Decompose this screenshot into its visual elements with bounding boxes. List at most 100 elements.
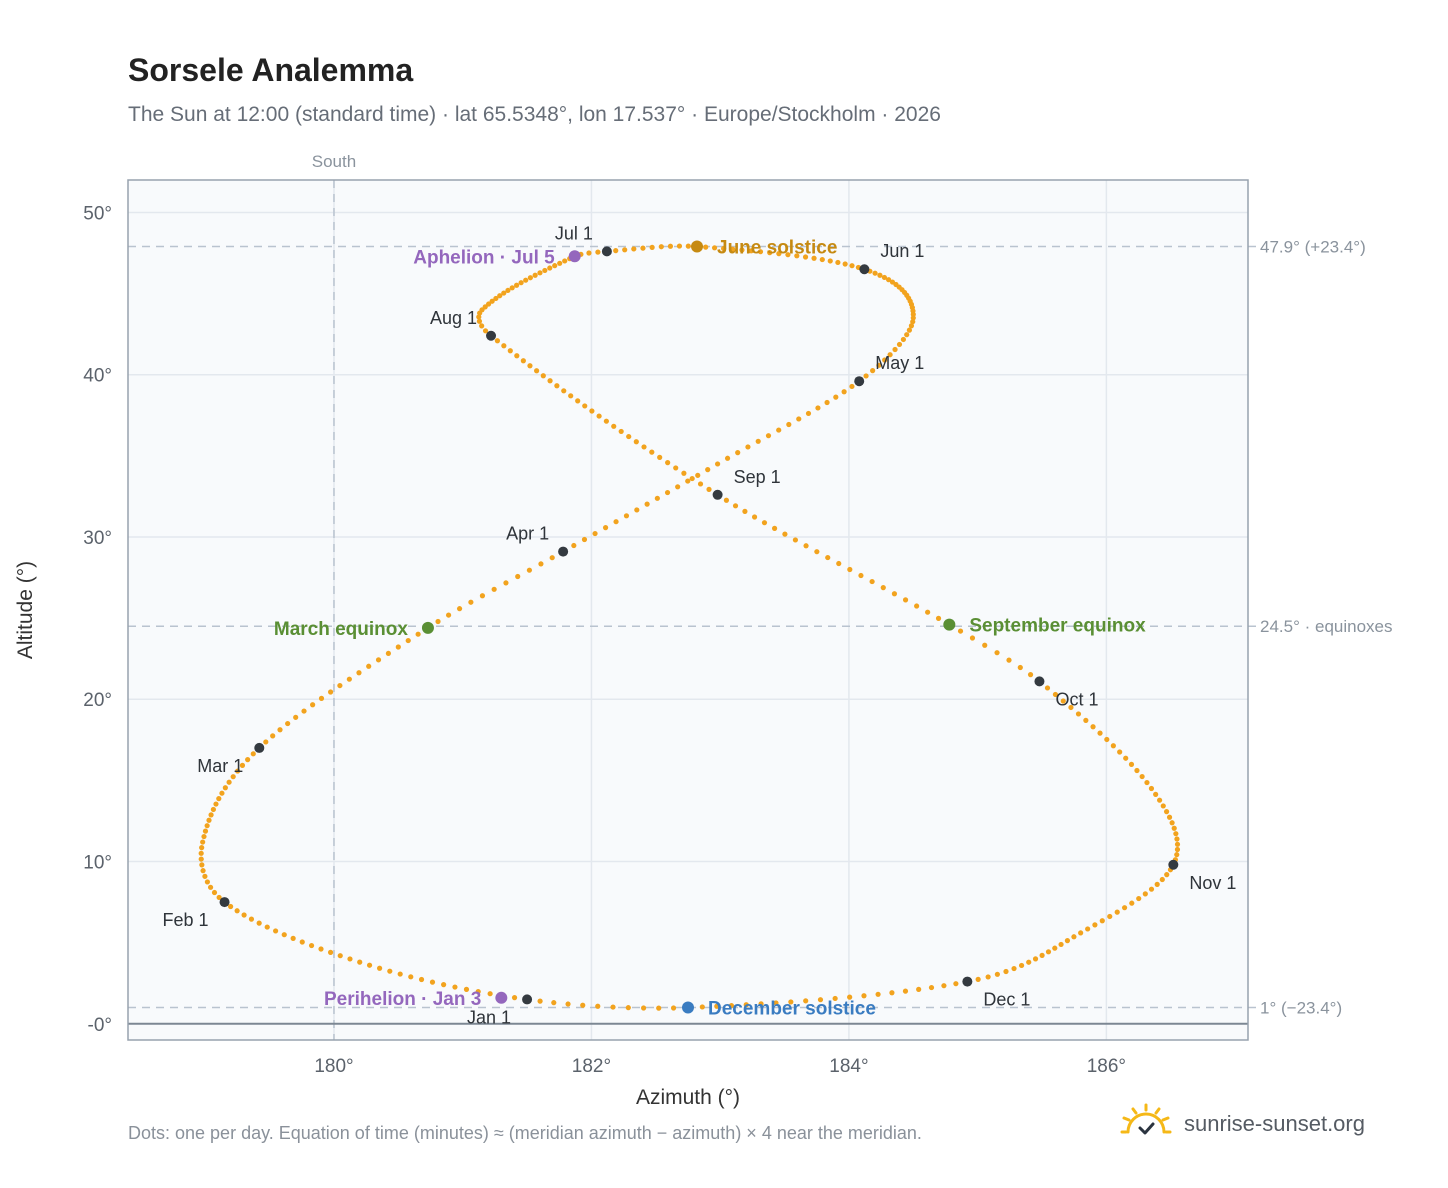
day-dot (234, 908, 240, 914)
analemma-path (198, 243, 1181, 1011)
day-dot (819, 256, 825, 263)
day-dot (814, 549, 820, 555)
day-dot (863, 373, 869, 379)
day-dot (847, 994, 853, 1000)
day-dot (589, 408, 595, 414)
day-dot (685, 243, 691, 249)
day-dot (613, 519, 619, 525)
day-dot (904, 332, 910, 338)
day-dot (1068, 704, 1074, 711)
day-dot (1148, 785, 1155, 792)
day-dot (1129, 900, 1135, 906)
day-dot (239, 762, 246, 768)
day-dot (880, 585, 886, 591)
day-dot (1160, 803, 1166, 809)
brand[interactable]: sunrise-sunset.org (1120, 1102, 1365, 1146)
day-dot (452, 984, 458, 990)
y-tick-label: 20° (83, 690, 112, 711)
day-dot (429, 979, 436, 985)
day-dot (771, 525, 778, 531)
day-dot (1174, 852, 1180, 858)
day-dot (204, 823, 210, 829)
x-tick-label: 184° (829, 1056, 868, 1077)
event-label: December solstice (708, 999, 876, 1020)
y-tick-label: 40° (83, 366, 112, 387)
day-dot (202, 828, 209, 834)
day-dot (586, 250, 592, 256)
day-dot (1142, 891, 1148, 897)
day-dot (602, 525, 609, 531)
day-dot (847, 566, 853, 573)
plot-frame (127, 179, 1249, 1041)
month-label: Jan 1 (467, 1007, 511, 1027)
day-dot (1164, 872, 1170, 878)
day-dot (786, 421, 792, 428)
day-dot (935, 615, 942, 621)
day-dot (515, 573, 521, 580)
day-dot (494, 338, 501, 344)
day-dot (210, 806, 216, 813)
event-marker (568, 250, 581, 263)
day-dot (547, 378, 553, 384)
day-dot (514, 353, 520, 359)
day-dot (347, 956, 353, 962)
day-dot (611, 423, 617, 429)
day-dot (875, 991, 881, 997)
day-dot (1104, 736, 1110, 743)
day-dot (1026, 959, 1032, 965)
day-dot (1173, 831, 1179, 837)
day-dot (534, 368, 540, 374)
day-dot (1163, 809, 1170, 815)
day-dot (664, 489, 671, 496)
day-dot (501, 343, 507, 349)
day-dot (415, 631, 421, 637)
day-dot (794, 253, 800, 259)
day-dot (761, 520, 768, 526)
day-dot (833, 394, 839, 400)
day-dot (507, 348, 513, 354)
month-marker (854, 376, 865, 387)
day-dot (463, 986, 470, 992)
day-dot (728, 1002, 735, 1009)
day-dot (571, 542, 577, 549)
day-dot (230, 774, 236, 780)
day-dot (623, 513, 630, 519)
day-dot (308, 942, 315, 949)
day-dot (1018, 962, 1025, 969)
day-dot (1052, 691, 1059, 698)
day-dot (626, 433, 632, 440)
day-dot (656, 1005, 662, 1011)
day-dot (1032, 956, 1039, 962)
day-dot (842, 261, 848, 267)
day-dot (815, 405, 821, 411)
day-dot (505, 287, 511, 294)
meridian-label: South (312, 152, 356, 171)
day-dot (366, 663, 372, 669)
day-dot (841, 389, 847, 395)
day-dot (957, 628, 964, 634)
day-dot (199, 845, 205, 851)
day-dot (290, 935, 296, 941)
day-dot (1136, 895, 1142, 902)
day-dot (405, 637, 411, 644)
day-dot (318, 695, 325, 701)
day-dot (441, 982, 447, 988)
day-dot (1011, 965, 1017, 972)
y-tick-label: -0° (88, 1015, 113, 1036)
day-dot (714, 1003, 720, 1009)
day-dot (1134, 767, 1140, 774)
day-dot (356, 670, 362, 676)
day-dot (861, 993, 867, 999)
day-dot (327, 689, 334, 695)
day-dot (497, 293, 503, 299)
day-dot (248, 916, 255, 922)
day-dot (213, 801, 219, 807)
day-dot (706, 486, 712, 492)
month-label: Sep 1 (734, 467, 781, 487)
day-dot (892, 346, 898, 353)
marker-layer: Jan 1 Feb 1 Mar 1 Apr 1 May 1 Jun 1 Jul 1 Aug 1… (163, 223, 1237, 1027)
event-marker (691, 240, 704, 253)
day-dot (293, 714, 299, 720)
event-label: June solstice (717, 238, 837, 259)
day-dot (456, 606, 463, 612)
